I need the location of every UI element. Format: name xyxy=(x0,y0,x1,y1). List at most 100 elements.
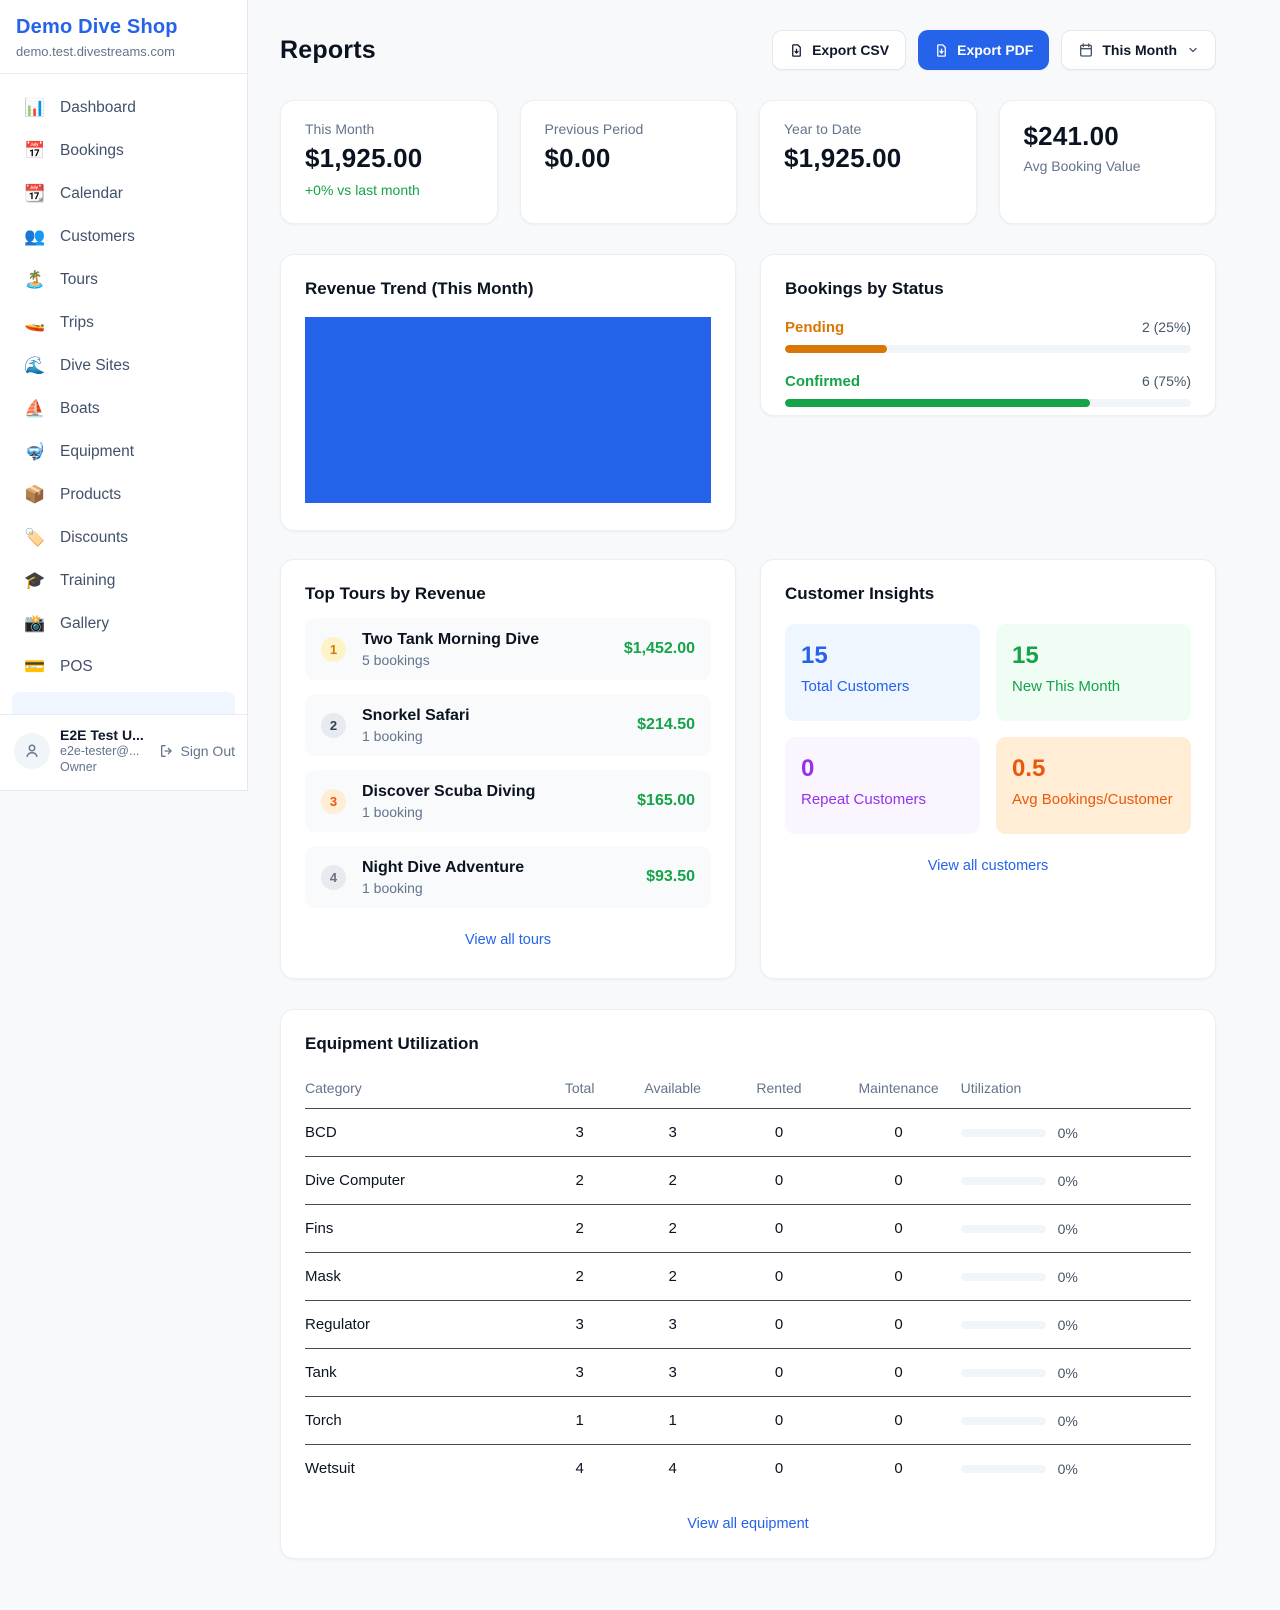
cell-total: 4 xyxy=(575,1460,584,1477)
cell-rented: 0 xyxy=(721,1156,837,1205)
wave-icon: 🌊 xyxy=(24,356,46,375)
cell-rented: 0 xyxy=(774,1460,784,1477)
cell-available: 2 xyxy=(623,1252,722,1301)
island-icon: 🏝️ xyxy=(24,270,46,289)
sidebar-item-label: Products xyxy=(60,485,122,503)
equipment-table: Category Total Available Rented Maintena… xyxy=(305,1068,1191,1492)
view-all-customers-link[interactable]: View all customers xyxy=(927,858,1049,874)
status-label: Confirmed xyxy=(785,373,860,390)
insight-tile-total-customers: 15 Total Customers xyxy=(785,624,980,721)
view-all-tours-link[interactable]: View all tours xyxy=(465,932,551,948)
customer-insights-title: Customer Insights xyxy=(785,584,935,603)
equipment-utilization-title: Equipment Utilization xyxy=(305,1034,479,1053)
sign-out-label: Sign Out xyxy=(180,743,235,759)
sidebar-item-products[interactable]: 📦 Products xyxy=(0,473,247,516)
utilization-bar xyxy=(960,1224,1046,1233)
sidebar-item-label: Boats xyxy=(60,399,100,417)
sidebar-item-label: Dashboard xyxy=(60,98,136,116)
sidebar-item-training[interactable]: 🎓 Training xyxy=(0,559,247,602)
insight-value: 0 xyxy=(801,755,815,782)
customers-icon: 👥 xyxy=(24,227,46,246)
insight-tile-repeat-customers: 0 Repeat Customers xyxy=(785,737,980,834)
insight-label: New This Month xyxy=(1012,678,1121,695)
period-dropdown[interactable]: This Month xyxy=(1061,30,1216,70)
export-csv-label: Export CSV xyxy=(812,42,890,58)
sidebar-item-reports-active-partial[interactable] xyxy=(12,692,235,714)
tour-bookings: 1 booking xyxy=(362,879,423,896)
stat-value: $0.00 xyxy=(544,143,611,173)
sidebar-item-bookings[interactable]: 📅 Bookings xyxy=(0,129,247,172)
sidebar-item-label: Dive Sites xyxy=(60,356,130,374)
cell-maintenance: 0 xyxy=(836,1396,961,1445)
status-value: 2 (25%) xyxy=(1141,319,1191,335)
revenue-trend-title: Revenue Trend (This Month) xyxy=(305,279,534,298)
tour-revenue: $93.50 xyxy=(646,868,695,885)
view-all-equipment-link[interactable]: View all equipment xyxy=(687,1516,809,1532)
bookings-by-status-card: Bookings by Status Pending 2 (25%) Confi… xyxy=(760,254,1216,416)
sidebar-item-label: Calendar xyxy=(60,184,123,202)
column-header-total: Total xyxy=(535,1068,624,1109)
sidebar-item-label: Equipment xyxy=(60,442,135,460)
cell-available: 1 xyxy=(623,1396,722,1445)
package-icon: 📦 xyxy=(24,485,46,504)
column-header-utilization: Utilization xyxy=(960,1068,1191,1109)
top-tours-title: Top Tours by Revenue xyxy=(305,584,486,603)
utilization-bar xyxy=(960,1272,1046,1281)
period-label: This Month xyxy=(1102,42,1177,58)
export-pdf-button[interactable]: Export PDF xyxy=(918,30,1050,70)
stat-card-avg-booking-value: $241.00 Avg Booking Value xyxy=(998,100,1216,224)
insight-tile-avg-bookings: 0.5 Avg Bookings/Customer xyxy=(996,737,1191,834)
revenue-trend-card: Revenue Trend (This Month) xyxy=(280,254,736,531)
rank-badge: 2 xyxy=(321,712,346,738)
sidebar-item-label: Tours xyxy=(60,270,98,288)
status-value: 6 (75%) xyxy=(1141,373,1191,389)
sidebar-item-label: POS xyxy=(60,657,93,675)
sidebar-item-equipment[interactable]: 🤿 Equipment xyxy=(0,430,247,473)
cell-rented: 0 xyxy=(721,1396,837,1445)
cell-category: Fins xyxy=(305,1204,536,1253)
sign-out-button[interactable]: Sign Out xyxy=(159,743,235,759)
cell-maintenance: 0 xyxy=(894,1460,903,1477)
status-progressbar-fill xyxy=(785,399,1090,407)
brand[interactable]: Demo Dive Shop demo.test.divestreams.com xyxy=(0,0,247,74)
sidebar-item-boats[interactable]: ⛵ Boats xyxy=(0,387,247,430)
cell-total: 3 xyxy=(535,1108,624,1157)
sidebar-item-dive-sites[interactable]: 🌊 Dive Sites xyxy=(0,344,247,387)
sidebar-item-dashboard[interactable]: 📊 Dashboard xyxy=(0,86,247,129)
status-row-confirmed: Confirmed 6 (75%) xyxy=(785,373,1191,407)
sidebar-item-gallery[interactable]: 📸 Gallery xyxy=(0,602,247,645)
diving-mask-icon: 🤿 xyxy=(24,442,46,461)
sidebar-item-label: Trips xyxy=(60,313,94,331)
equipment-utilization-card: Equipment Utilization Category Total Ava… xyxy=(280,1009,1216,1559)
stat-value: $1,925.00 xyxy=(784,143,902,173)
status-row-pending: Pending 2 (25%) xyxy=(785,319,1191,353)
sidebar-item-discounts[interactable]: 🏷️ Discounts xyxy=(0,516,247,559)
person-icon xyxy=(26,744,38,757)
sidebar-item-customers[interactable]: 👥 Customers xyxy=(0,215,247,258)
stat-value: $1,925.00 xyxy=(305,143,423,173)
utilization-bar xyxy=(960,1128,1046,1137)
tour-name: Snorkel Safari xyxy=(362,706,470,724)
insight-value: 15 xyxy=(801,642,828,669)
sidebar-item-label: Bookings xyxy=(60,141,124,159)
status-progressbar-track xyxy=(785,399,1191,407)
credit-card-icon: 💳 xyxy=(24,657,46,676)
cell-category: Regulator xyxy=(305,1300,536,1349)
sidebar-item-trips[interactable]: 🚤 Trips xyxy=(0,301,247,344)
sidebar-item-calendar[interactable]: 📆 Calendar xyxy=(0,172,247,215)
column-header-available: Available xyxy=(623,1068,722,1109)
status-progressbar-track xyxy=(785,345,1191,353)
stat-label: Year to Date xyxy=(784,121,862,137)
brand-name[interactable]: Demo Dive Shop xyxy=(16,16,178,38)
sidebar-item-pos[interactable]: 💳 POS xyxy=(0,645,247,688)
sidebar-item-tours[interactable]: 🏝️ Tours xyxy=(0,258,247,301)
cell-category: Mask xyxy=(305,1252,536,1301)
tour-row: 4 Night Dive Adventure 1 booking $93.50 xyxy=(305,846,711,908)
rank-badge: 4 xyxy=(321,864,346,890)
stat-label: Avg Booking Value xyxy=(1023,158,1141,174)
utilization-bar xyxy=(960,1320,1046,1329)
export-csv-button[interactable]: Export CSV xyxy=(772,30,907,70)
stat-card-this-month: This Month $1,925.00 +0% vs last month xyxy=(280,100,498,224)
page-title: Reports xyxy=(280,35,376,64)
utilization-bar xyxy=(960,1176,1046,1185)
